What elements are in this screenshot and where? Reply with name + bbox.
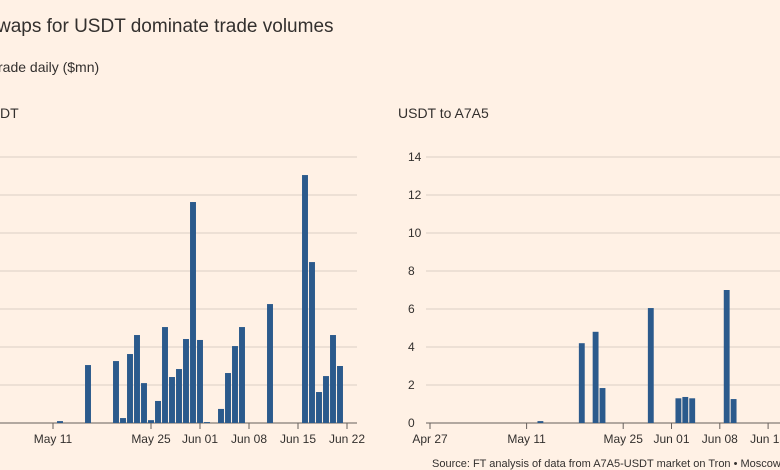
bar — [190, 202, 196, 423]
y-tick-label: 4 — [408, 340, 415, 354]
bar — [134, 335, 140, 423]
bar — [675, 398, 682, 423]
bar — [267, 304, 273, 423]
bar — [723, 290, 730, 423]
chart-subtitle: rade daily ($mn) — [0, 59, 99, 75]
x-tick-label: May 25 — [604, 432, 644, 446]
bar — [176, 369, 182, 423]
bar — [578, 343, 585, 423]
bar — [85, 365, 91, 423]
bar — [113, 361, 119, 423]
bar — [239, 327, 245, 423]
bar — [204, 422, 210, 423]
x-tick-label: Jun 01 — [182, 432, 218, 446]
y-tick-label: 0 — [408, 416, 415, 430]
y-tick-label: 2 — [408, 378, 415, 392]
x-tick-label: Jun 01 — [653, 432, 689, 446]
bar — [197, 339, 203, 423]
x-tick-label: May 11 — [34, 432, 73, 446]
bar — [316, 392, 322, 423]
bar — [647, 308, 654, 423]
y-tick-label: 14 — [408, 150, 422, 164]
bar — [592, 331, 599, 423]
x-tick-label: Jun 08 — [231, 432, 267, 446]
chart-title: waps for USDT dominate trade volumes — [0, 16, 334, 37]
y-tick-label: 10 — [408, 226, 422, 240]
bar — [599, 388, 606, 423]
bar — [218, 408, 224, 423]
panel-title: USDT to A7A5 — [398, 105, 489, 121]
bar — [302, 175, 308, 423]
bar — [169, 377, 175, 423]
bar — [162, 327, 168, 423]
source: Source: FT analysis of data from A7A5-US… — [432, 458, 780, 470]
bar — [330, 335, 336, 423]
x-tick-label: May 25 — [131, 432, 171, 446]
x-tick-label: Jun 15 — [750, 432, 780, 446]
x-tick-label: Jun 08 — [702, 432, 738, 446]
bar — [689, 398, 696, 423]
panel-title: DT — [0, 105, 19, 121]
y-tick-label: 12 — [408, 188, 422, 202]
bar — [183, 339, 189, 423]
y-tick-label: 8 — [408, 264, 415, 278]
x-tick-label: May 11 — [507, 432, 546, 446]
bar — [337, 366, 343, 423]
bar — [225, 373, 231, 423]
x-tick-label: Apr 27 — [412, 432, 448, 446]
bar — [323, 376, 329, 423]
bar — [682, 396, 689, 423]
y-tick-label: 6 — [408, 302, 415, 316]
bar — [148, 420, 154, 423]
bar — [232, 346, 238, 423]
bar — [120, 418, 126, 423]
bar — [537, 421, 544, 423]
bar — [141, 383, 147, 423]
x-tick-label: Jun 22 — [329, 432, 365, 446]
bar — [57, 421, 63, 423]
bar — [155, 400, 161, 423]
x-tick-label: Jun 15 — [280, 432, 316, 446]
bar — [730, 399, 737, 423]
bar — [309, 262, 315, 423]
bar — [127, 354, 133, 423]
